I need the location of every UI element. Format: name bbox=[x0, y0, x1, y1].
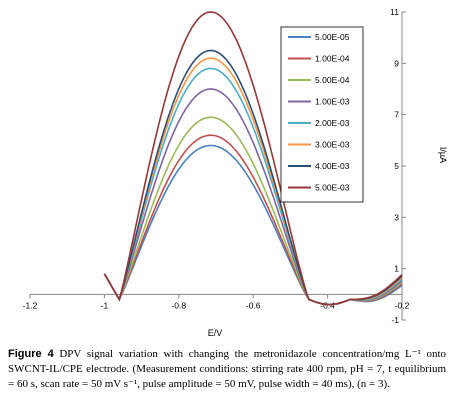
axes: -1.2 -1 -0.8 -0.6 -0.4 -0.2 11 9 7 5 3 1 -1 bbox=[23, 7, 410, 325]
legend-entry-label: 5.00E-03 bbox=[315, 183, 350, 193]
y-tick-label: 5 bbox=[394, 161, 399, 171]
x-tick-label: -0.6 bbox=[246, 300, 261, 310]
figure-label: Figure 4 bbox=[8, 348, 54, 360]
legend-entry-label: 4.00E-03 bbox=[315, 161, 350, 171]
legend-entry-label: 2.00E-03 bbox=[315, 118, 350, 128]
figure-caption-text: DPV signal variation with changing the m… bbox=[8, 348, 447, 390]
y-tick-label: 9 bbox=[394, 58, 399, 68]
legend-entry-label: 1.00E-03 bbox=[315, 97, 350, 107]
legend-entry-label: 5.00E-05 bbox=[315, 32, 350, 42]
x-tick-label: -0.8 bbox=[171, 300, 186, 310]
legend-entry-label: 3.00E-03 bbox=[315, 140, 350, 150]
x-tick-label: -0.2 bbox=[395, 300, 410, 310]
series-line-5.00E-03 bbox=[103, 11, 403, 306]
y-tick-label: 11 bbox=[390, 7, 399, 17]
x-tick-label: -0.4 bbox=[320, 300, 335, 310]
y-tick-label: 7 bbox=[394, 110, 399, 120]
figure-caption: Figure 4 DPV signal variation with chang… bbox=[8, 347, 446, 392]
legend-entry-label: 5.00E-04 bbox=[315, 75, 350, 85]
legend: 5.00E-05 1.00E-04 5.00E-04 1.00E-03 2.00E-03… bbox=[280, 26, 364, 203]
dpv-chart: -1.2 -1 -0.8 -0.6 -0.4 -0.2 11 9 7 5 3 1 -1 5.00E-05… bbox=[23, 7, 448, 338]
y-tick-label: 3 bbox=[394, 212, 399, 222]
x-axis-label: E/V bbox=[208, 328, 223, 338]
curves bbox=[103, 11, 403, 306]
y-tick-label: 1 bbox=[394, 264, 399, 274]
legend-box bbox=[280, 26, 364, 203]
x-tick-label: -1 bbox=[101, 300, 109, 310]
y-axis-label: I/µA bbox=[438, 147, 448, 163]
x-tick-label: -1.2 bbox=[23, 300, 38, 310]
legend-entry-label: 1.00E-04 bbox=[315, 54, 350, 64]
y-tick-label: -1 bbox=[391, 315, 399, 325]
